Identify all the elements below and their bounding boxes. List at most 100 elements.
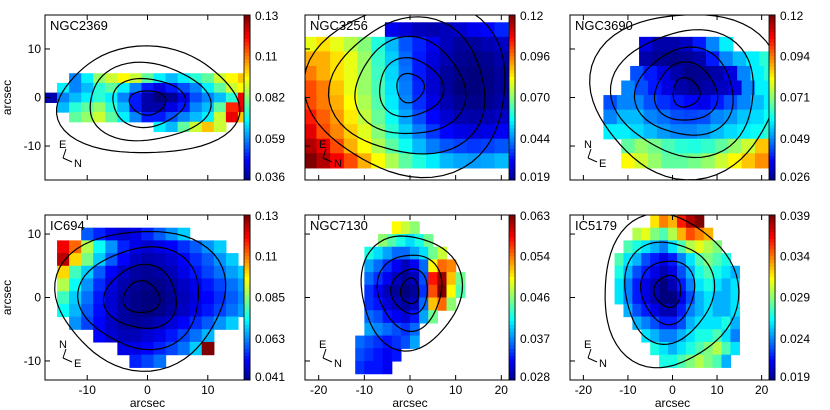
- heatmap-cell: [117, 227, 131, 241]
- colorbar-segment: [509, 104, 515, 109]
- heatmap-cell: [373, 297, 384, 311]
- colorbar-segment: [244, 331, 250, 336]
- colorbar-segment: [244, 311, 250, 316]
- heatmap-cell: [632, 253, 642, 267]
- colorbar-segment: [509, 83, 515, 88]
- colorbar-segment: [244, 138, 250, 143]
- heatmap-cell: [614, 265, 625, 280]
- heatmap-cell: [405, 234, 416, 248]
- heatmap-cell: [446, 259, 457, 273]
- heatmap-cell: [387, 234, 397, 248]
- colorbar: 0.063 0.054 0.046 0.037 0.028: [508, 209, 550, 384]
- heatmap-cell: [647, 138, 662, 154]
- heatmap-cell: [723, 95, 738, 111]
- heatmap-cell: [674, 138, 689, 154]
- heatmap-cell: [384, 80, 400, 96]
- heatmap-cell: [437, 259, 448, 273]
- heatmap-cell: [153, 316, 167, 330]
- colorbar-segment: [509, 149, 515, 153]
- colorbar: 0.13 0.11 0.082 0.059 0.036: [243, 9, 285, 184]
- colorbar-tick-label: 0.071: [780, 91, 810, 105]
- heatmap-cell: [141, 253, 155, 267]
- heatmap-cell: [129, 253, 143, 267]
- colorbar-tick-label: 0.034: [780, 249, 810, 263]
- heatmap-cell: [425, 80, 441, 96]
- heatmap-cell: [105, 82, 118, 94]
- heatmap-cell: [213, 73, 227, 84]
- colorbar-segment: [244, 270, 250, 274]
- heatmap-cell: [676, 329, 687, 343]
- colorbar-tick-label: 0.059: [255, 132, 285, 146]
- colorbar-segment: [244, 349, 250, 353]
- heatmap-cell: [439, 153, 454, 169]
- colorbar-segment: [769, 232, 775, 237]
- heatmap-cell: [522, 22, 536, 37]
- heatmap-cell: [382, 272, 393, 286]
- heatmap-cell: [668, 278, 678, 292]
- heatmap-cell: [639, 51, 654, 67]
- heatmap-cell: [81, 112, 94, 123]
- heatmap-cell: [632, 227, 642, 241]
- colorbar: 0.12 0.094 0.071 0.049 0.026: [768, 9, 810, 184]
- heatmap-cell: [177, 92, 191, 103]
- colorbar-tick-label: 0.13: [255, 209, 279, 223]
- colorbar-segment: [509, 321, 515, 326]
- colorbar-segment: [244, 273, 250, 278]
- plot-area: [355, 221, 466, 375]
- heatmap-cell: [723, 65, 738, 82]
- heatmap-cell: [632, 240, 642, 254]
- heatmap-cell: [721, 329, 732, 343]
- colorbar-frame: [768, 214, 776, 381]
- heatmap-cell: [446, 284, 457, 299]
- heatmap-cell: [93, 253, 106, 267]
- heatmap-cell: [423, 234, 434, 248]
- colorbar-segment: [509, 239, 515, 243]
- colorbar-segment: [769, 249, 775, 254]
- heatmap-cell: [712, 354, 723, 368]
- heatmap-cell: [697, 124, 711, 140]
- heatmap-cell: [343, 65, 359, 82]
- colorbar-segment: [244, 218, 250, 223]
- heatmap-cell: [549, 37, 563, 52]
- colorbar-segment: [769, 73, 775, 78]
- heatmap-cell: [213, 121, 227, 133]
- heatmap-cell: [616, 124, 631, 140]
- heatmap-cell: [623, 278, 633, 292]
- heatmap-cell: [659, 215, 669, 229]
- heatmap-cell: [105, 278, 118, 292]
- colorbar-segment: [769, 18, 775, 23]
- colorbar-segment: [244, 325, 250, 329]
- heatmap-cell: [371, 109, 386, 125]
- heatmap-cell: [549, 95, 563, 110]
- heatmap-cell: [69, 92, 82, 103]
- heatmap-cell: [694, 253, 705, 267]
- contour-line: [360, 235, 464, 352]
- colorbar-segment: [244, 59, 250, 64]
- colorbar-segment: [769, 215, 775, 219]
- heatmap-cell: [129, 92, 143, 103]
- heatmap-cell: [412, 36, 427, 52]
- heatmap-cell: [225, 291, 239, 305]
- heatmap-cell: [754, 138, 769, 154]
- heatmap-cell: [177, 316, 191, 330]
- heatmap-cell: [57, 278, 70, 292]
- heatmap-cell: [659, 253, 669, 267]
- compass-label: E: [74, 358, 81, 370]
- colorbar-segment: [509, 118, 515, 123]
- heatmap-cell: [93, 278, 106, 292]
- colorbar-segment: [509, 338, 515, 343]
- heatmap-cell: [659, 316, 669, 330]
- colorbar-segment: [509, 355, 515, 360]
- heatmap-cell: [439, 36, 454, 52]
- colorbar-segment: [509, 73, 515, 78]
- heatmap-cell: [688, 153, 703, 169]
- heatmap-cell: [165, 92, 179, 103]
- heatmap-cell: [398, 124, 413, 140]
- contour-line: [609, 29, 754, 159]
- colorbar-segment: [244, 155, 250, 160]
- heatmap-cell: [721, 341, 732, 356]
- colorbar-segment: [769, 349, 775, 353]
- colorbar-segment: [509, 349, 515, 353]
- heatmap-cell: [721, 278, 732, 292]
- colorbar-segment: [244, 80, 250, 85]
